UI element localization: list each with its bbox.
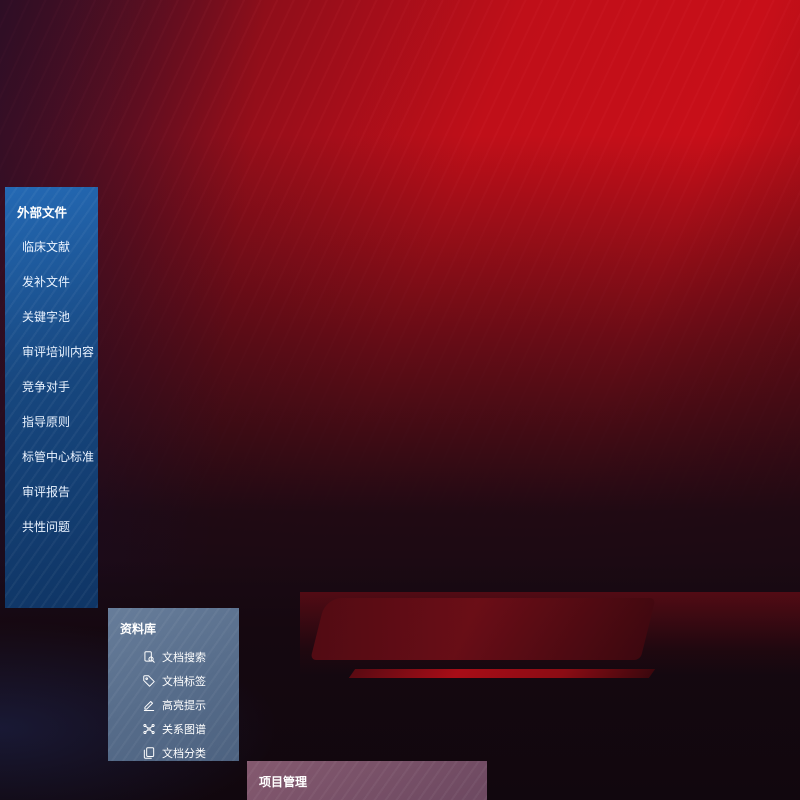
feature-item: 临床文献 bbox=[5, 230, 98, 265]
feature-label: 审评报告 bbox=[22, 485, 71, 499]
feature-label: 共性问题 bbox=[22, 520, 71, 534]
feature-label: 高亮提示 bbox=[162, 700, 206, 712]
feature-item: 关键字池 bbox=[5, 300, 98, 335]
background-red-texture bbox=[0, 0, 800, 590]
tag-icon bbox=[142, 674, 156, 688]
feature-item: 文档标签 bbox=[142, 669, 239, 693]
feature-label: 文档分类 bbox=[162, 748, 206, 760]
highlighter-icon bbox=[142, 698, 156, 712]
background-device-shape bbox=[310, 598, 656, 660]
repository-panel: 资料库 文档搜索文档标签高亮提示关系图谱文档分类 bbox=[108, 608, 239, 761]
feature-label: 标管中心标准 bbox=[22, 450, 95, 464]
feature-item: 竞争对手 bbox=[5, 370, 98, 405]
feature-label: 文档标签 bbox=[162, 676, 206, 688]
doc-search-icon bbox=[142, 650, 156, 664]
feature-label: 文档搜索 bbox=[162, 652, 206, 664]
feature-label: 指导原则 bbox=[22, 415, 71, 429]
feature-item: 指导原则 bbox=[5, 405, 98, 440]
panel-title: 资料库 bbox=[120, 622, 157, 636]
project-management-panel: 项目管理 问卷上传关键信息提取回复库维护项目知识图谱 到期预警多样本候选多候选生… bbox=[247, 761, 487, 800]
feature-item: 高亮提示 bbox=[142, 693, 239, 717]
feature-item: 文档分类 bbox=[142, 741, 239, 765]
repository-items: 文档搜索文档标签高亮提示关系图谱文档分类 bbox=[142, 645, 239, 765]
panel-title: 外部文件 bbox=[17, 206, 68, 220]
feature-item: 文档搜索 bbox=[142, 645, 239, 669]
sidebar-items: 临床文献发补文件关键字池审评培训内容 竞争对手指导原则标管中心标准 审评报告共性问题 bbox=[5, 230, 98, 545]
feature-label: 关键字池 bbox=[22, 310, 71, 324]
feature-label: 临床文献 bbox=[22, 240, 71, 254]
external-files-panel: 外部文件 临床文献发补文件关键字池审评培训内容 竞争对手指导原则标管中心标准 审评报… bbox=[5, 187, 98, 608]
feature-item: 审评培训内容 bbox=[5, 335, 98, 370]
feature-item: 标管中心标准 bbox=[5, 440, 98, 475]
background-bottom-red-glow bbox=[300, 592, 800, 676]
feature-label: 审评培训内容 bbox=[22, 345, 95, 359]
feature-label: 竞争对手 bbox=[22, 380, 71, 394]
feature-item: 共性问题 bbox=[5, 510, 98, 545]
background-red-strip bbox=[348, 669, 656, 678]
doc-copy-icon bbox=[142, 746, 156, 760]
panel-title: 项目管理 bbox=[259, 775, 308, 789]
feature-item: 审评报告 bbox=[5, 475, 98, 510]
feature-label: 关系图谱 bbox=[162, 724, 206, 736]
feature-label: 发补文件 bbox=[22, 275, 71, 289]
graph-icon bbox=[142, 722, 156, 736]
feature-item: 发补文件 bbox=[5, 265, 98, 300]
feature-item: 关系图谱 bbox=[142, 717, 239, 741]
